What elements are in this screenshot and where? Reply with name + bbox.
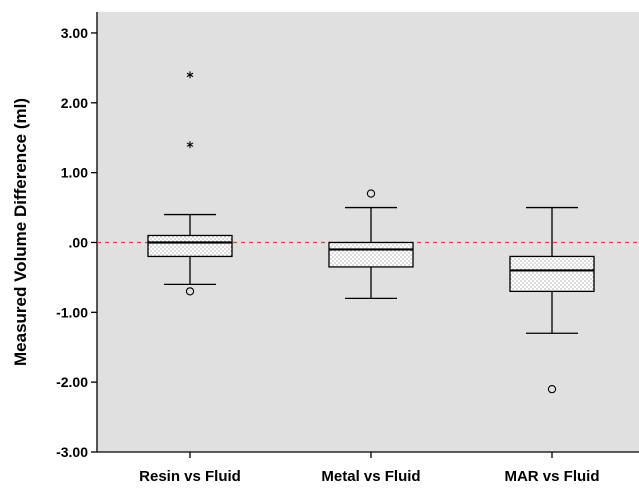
y-axis: 3.00 2.00 1.00 .00 -1.00 -2.00 -3.00	[56, 12, 98, 460]
extreme-stroke	[186, 142, 194, 147]
x-category-label: MAR vs Fluid	[504, 468, 599, 485]
y-tick-label: -2.00	[56, 374, 88, 390]
boxes-group	[147, 71, 595, 394]
box-3	[509, 206, 595, 394]
y-tick-label: -1.00	[56, 304, 88, 320]
y-tick-label: -3.00	[56, 444, 88, 460]
extreme-stroke	[186, 72, 194, 78]
iqr-box	[509, 255, 595, 293]
extreme-point	[186, 141, 194, 149]
box-2	[328, 189, 414, 299]
y-tick-label: 3.00	[61, 25, 88, 41]
outlier-point	[366, 189, 376, 198]
extreme-point	[186, 71, 194, 79]
y-axis-title: Measured Volume Difference (ml)	[11, 98, 30, 366]
x-axis: Resin vs Fluid Metal vs Fluid MAR vs Fluid	[97, 451, 639, 485]
x-category-label: Metal vs Fluid	[321, 468, 420, 485]
y-tick-label: 1.00	[61, 165, 88, 181]
x-category-label: Resin vs Fluid	[139, 468, 241, 485]
iqr-box	[328, 241, 414, 268]
outlier-point	[185, 287, 195, 296]
box-1	[147, 71, 233, 296]
plot-area	[97, 12, 639, 452]
outlier-point	[547, 384, 557, 394]
y-tick-label: .00	[69, 234, 89, 250]
iqr-box	[147, 234, 233, 258]
y-tick-label: 2.00	[61, 95, 88, 111]
